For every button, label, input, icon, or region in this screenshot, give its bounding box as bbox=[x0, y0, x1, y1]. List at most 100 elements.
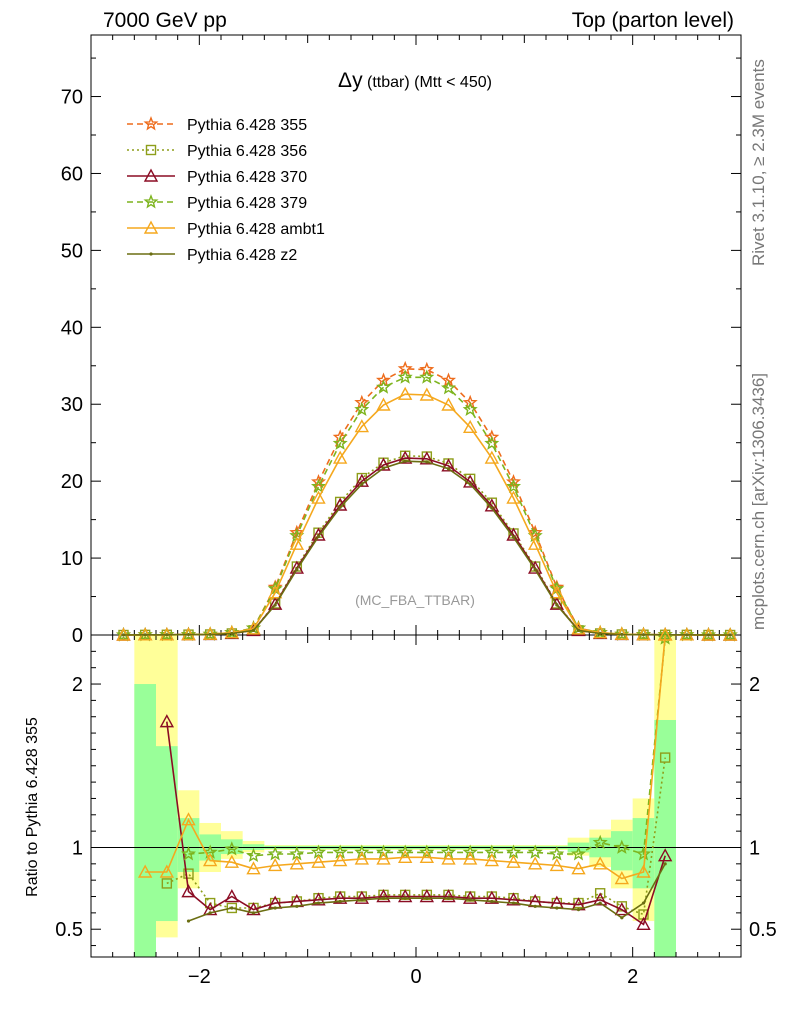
ratio-point bbox=[592, 892, 608, 906]
data-point bbox=[441, 397, 456, 411]
data-point bbox=[484, 429, 500, 444]
main-y-tick-label: 20 bbox=[61, 471, 83, 493]
ratio-point bbox=[246, 861, 261, 875]
ratio-point bbox=[594, 888, 606, 899]
data-point bbox=[375, 379, 392, 394]
data-point bbox=[208, 632, 212, 637]
data-point bbox=[246, 621, 261, 635]
data-point bbox=[251, 628, 256, 632]
data-point bbox=[728, 633, 732, 637]
ratio-line bbox=[166, 721, 666, 926]
data-point bbox=[295, 568, 299, 572]
ratio-line bbox=[145, 634, 666, 880]
data-point bbox=[137, 626, 153, 642]
ratio-y-tick-label: 2 bbox=[749, 674, 760, 696]
legend-label: Pythia 6.428 370 bbox=[187, 169, 307, 186]
plot-title-main: Δy bbox=[338, 69, 363, 92]
data-point bbox=[511, 535, 516, 539]
data-point bbox=[592, 625, 608, 639]
series-2 bbox=[116, 450, 738, 641]
ratio-point bbox=[533, 904, 537, 908]
ratio-y-tick-label: 0.5 bbox=[55, 919, 83, 941]
ratio-point bbox=[204, 897, 216, 909]
ratio-point bbox=[527, 856, 543, 870]
ratio-point bbox=[419, 889, 435, 903]
data-point bbox=[700, 627, 717, 642]
data-point bbox=[641, 633, 646, 637]
data-point bbox=[230, 631, 234, 636]
ratio-point bbox=[360, 898, 364, 902]
ratio-point bbox=[592, 856, 608, 870]
ratio-point bbox=[202, 853, 218, 867]
data-point bbox=[376, 457, 391, 471]
ratio-point bbox=[381, 896, 386, 900]
data-point bbox=[289, 560, 305, 574]
plot-title-sub: (ttbar) (Mtt < 450) bbox=[363, 74, 492, 91]
ratio-point bbox=[311, 892, 326, 906]
ratio-plot-frame: −2 0 2 0.5 0.5 1 1 2 2 bbox=[55, 634, 777, 988]
ratio-point bbox=[506, 892, 521, 906]
ratio-point bbox=[598, 901, 602, 905]
ratio-point bbox=[663, 862, 667, 866]
ratio-point bbox=[183, 868, 194, 879]
main-plot-frame: 0 10 20 30 40 50 60 70 bbox=[61, 34, 742, 647]
legend: Pythia 6.428 355 Pythia 6.428 356 Pythia 6… bbox=[127, 116, 325, 264]
data-point bbox=[143, 633, 147, 637]
ratio-series-5 bbox=[186, 862, 667, 923]
ratio-point bbox=[224, 841, 240, 856]
data-point bbox=[332, 435, 348, 450]
data-point bbox=[121, 633, 126, 637]
ratio-point bbox=[161, 878, 173, 889]
ratio-x-tick-label: −2 bbox=[188, 966, 211, 988]
ratio-point bbox=[311, 854, 326, 868]
data-point bbox=[403, 459, 407, 463]
ratio-point bbox=[316, 901, 321, 905]
data-point bbox=[289, 536, 305, 550]
legend-label: Pythia 6.428 356 bbox=[187, 143, 307, 160]
data-point bbox=[722, 627, 738, 642]
data-point bbox=[555, 603, 559, 607]
ratio-point bbox=[397, 889, 413, 903]
data-point bbox=[397, 386, 413, 400]
data-point bbox=[159, 626, 175, 642]
data-point bbox=[425, 460, 429, 464]
ratio-point bbox=[484, 890, 500, 904]
ratio-point bbox=[657, 848, 673, 862]
ratio-point bbox=[251, 911, 256, 915]
ratio-point bbox=[490, 899, 494, 904]
ratio-point bbox=[462, 890, 478, 904]
ratio-y-tick-label: 0.5 bbox=[749, 919, 777, 941]
legend-marker bbox=[143, 220, 159, 234]
ratio-point bbox=[397, 849, 413, 863]
ratio-point bbox=[403, 896, 407, 900]
ratio-point bbox=[202, 902, 218, 916]
ratio-series-2 bbox=[159, 714, 673, 931]
watermark: (MC_FBA_TTBAR) bbox=[355, 592, 475, 608]
ratio-point bbox=[419, 844, 435, 859]
main-series-layer bbox=[115, 360, 738, 642]
legend-label: Pythia 6.428 ambt1 bbox=[187, 221, 325, 238]
data-point bbox=[360, 482, 364, 486]
data-point bbox=[549, 585, 565, 599]
legend-marker bbox=[143, 116, 159, 131]
data-point bbox=[354, 419, 370, 433]
ratio-point bbox=[289, 856, 305, 870]
mcplots-label: mcplots.cern.ch [arXiv:1306.3436] bbox=[749, 372, 768, 630]
data-point bbox=[635, 626, 652, 642]
ratio-point bbox=[468, 898, 472, 902]
ratio-y-tick-label: 2 bbox=[72, 674, 83, 696]
ratio-point bbox=[224, 854, 240, 868]
series-line bbox=[123, 457, 731, 636]
ratio-point bbox=[332, 890, 348, 904]
data-point bbox=[273, 603, 277, 607]
ratio-point bbox=[441, 889, 456, 903]
data-point bbox=[571, 621, 586, 635]
main-y-tick-label: 40 bbox=[61, 317, 83, 339]
data-point bbox=[419, 387, 435, 401]
ratio-series-4 bbox=[137, 627, 673, 885]
ratio-point bbox=[555, 906, 559, 910]
ratio-line bbox=[188, 638, 666, 857]
ratio-point bbox=[549, 846, 565, 861]
band-green bbox=[134, 684, 156, 957]
